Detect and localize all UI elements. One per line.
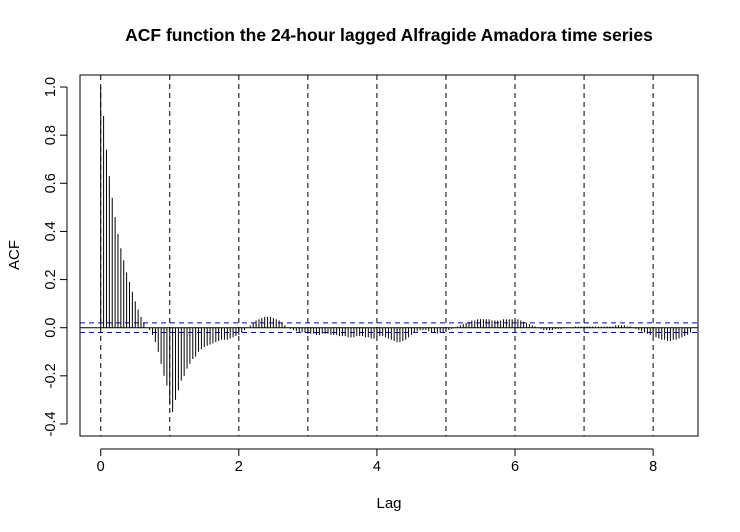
x-tick-label: 4 xyxy=(373,459,381,475)
x-tick-label: 2 xyxy=(235,459,243,475)
y-axis: -0.4 -0.2 0.0 0.2 0.4 0.6 0.8 1.0 xyxy=(43,77,68,436)
y-axis-label: ACF xyxy=(6,240,23,270)
y-tick-label: 1.0 xyxy=(43,77,59,97)
y-tick-label: -0.2 xyxy=(43,363,59,388)
x-axis-label: Lag xyxy=(376,495,401,512)
y-tick-label: 0.8 xyxy=(43,125,59,145)
acf-bars xyxy=(100,87,692,412)
x-tick-label: 0 xyxy=(97,459,105,475)
y-tick-label: 0.4 xyxy=(43,221,59,241)
x-axis: 0 2 4 6 8 xyxy=(97,448,657,475)
y-tick-label: 0.2 xyxy=(43,269,59,289)
y-tick-label: 0.0 xyxy=(43,318,59,338)
x-tick-label: 6 xyxy=(511,459,519,475)
chart-title: ACF function the 24-hour lagged Alfragid… xyxy=(125,25,653,45)
y-tick-label: 0.6 xyxy=(43,173,59,193)
lag-reference-lines xyxy=(100,75,654,436)
y-tick-label: -0.4 xyxy=(43,411,59,436)
x-tick-label: 8 xyxy=(649,459,657,475)
plot-frame xyxy=(79,74,699,437)
confidence-bounds xyxy=(80,322,698,334)
